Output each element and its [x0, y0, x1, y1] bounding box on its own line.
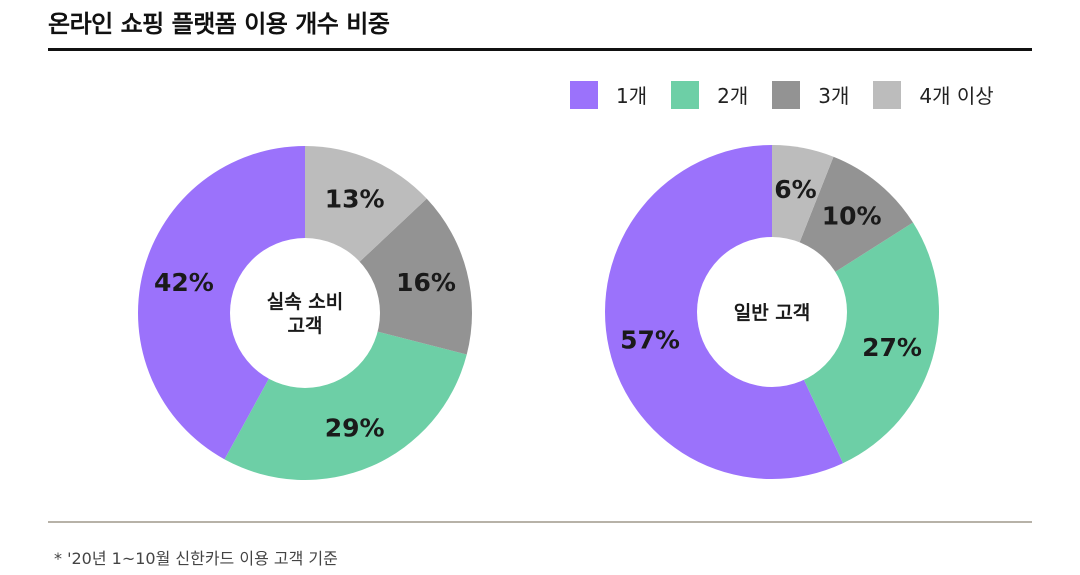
slice-2개: [772, 222, 939, 464]
donut-center-label: 고객: [288, 315, 323, 337]
title-divider: [48, 48, 1032, 51]
legend: 1개 2개 3개 4개 이상: [570, 80, 1018, 109]
legend-label-2: 2개: [717, 84, 749, 108]
slice-value-label: 42%: [154, 268, 214, 297]
slice-value-label: 16%: [396, 268, 456, 297]
legend-swatch-3: [772, 80, 801, 109]
donut-chart-2: 57% 27% 10%6% 일반 고객: [604, 145, 939, 480]
legend-label-1: 1개: [616, 84, 648, 108]
footer-divider: [48, 521, 1032, 523]
donut-center-label: 실속 소비: [267, 291, 344, 313]
legend-item-2: 2개: [671, 80, 748, 109]
slice-1개: [138, 146, 305, 460]
legend-item-3: 3개: [772, 80, 849, 109]
slice-value-label: 29%: [325, 414, 385, 443]
legend-swatch-2: [671, 80, 700, 109]
legend-label-3: 3개: [818, 84, 850, 108]
donut-center-label: 일반 고객: [734, 302, 811, 324]
slice-value-label: 27%: [862, 333, 922, 362]
legend-item-4: 4개 이상: [873, 80, 994, 109]
legend-label-4: 4개 이상: [919, 84, 994, 108]
legend-item-1: 1개: [570, 80, 647, 109]
legend-swatch-1: [570, 80, 598, 109]
donut-hole: [230, 238, 380, 388]
footnote: * '20년 1~10월 신한카드 이용 고객 기준: [54, 549, 338, 568]
donut-hole: [697, 237, 847, 387]
slice-value-label: 13%: [325, 184, 385, 213]
chart-title: 온라인 쇼핑 플랫폼 이용 개수 비중: [48, 10, 390, 38]
slice-value-label: 6%: [774, 175, 816, 204]
slice-value-label: 57%: [620, 325, 680, 354]
slice-value-label: 10%: [822, 202, 882, 231]
legend-swatch-4: [873, 80, 902, 109]
